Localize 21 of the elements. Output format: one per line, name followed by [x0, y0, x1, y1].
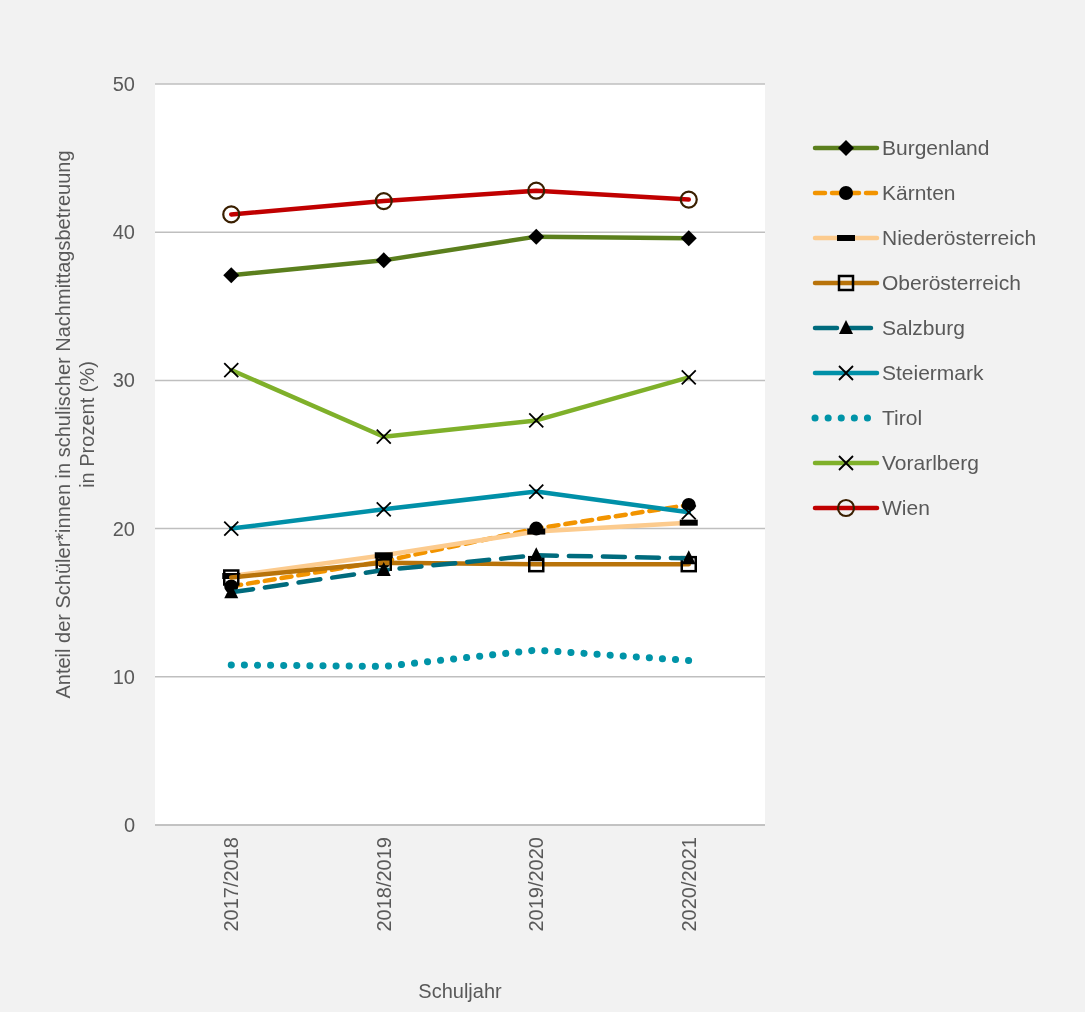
- legend-label: Steiermark: [882, 361, 985, 385]
- y-tick-label: 10: [112, 665, 135, 688]
- y-axis-title: Anteil der Schüler*innen in schulischer Nachmittagsbetreuung in Prozent (%): [52, 150, 98, 699]
- x-tick-label: 2019/2020: [525, 837, 548, 932]
- y-tick-label: 50: [112, 73, 135, 95]
- y-tick-label: 20: [112, 517, 135, 540]
- legend-label: Oberösterreich: [882, 271, 1021, 295]
- x-tick-label: 2018/2019: [372, 837, 395, 932]
- y-tick-label: 30: [112, 369, 135, 392]
- legend-label: Tirol: [882, 406, 923, 430]
- x-tick-label: 2017/2018: [220, 837, 243, 932]
- y-tick-label: 40: [112, 221, 135, 244]
- legend-label: Kärnten: [882, 181, 956, 205]
- x-tick-label: 2020/2021: [677, 837, 700, 932]
- x-axis-title: Schuljahr: [418, 980, 503, 1002]
- legend-label: Wien: [882, 496, 930, 520]
- legend-label: Salzburg: [882, 316, 965, 340]
- legend-label: Burgenland: [882, 136, 990, 160]
- legend-label: Vorarlberg: [882, 451, 979, 475]
- y-tick-label: 0: [123, 814, 135, 836]
- legend-label: Niederösterreich: [882, 226, 1037, 250]
